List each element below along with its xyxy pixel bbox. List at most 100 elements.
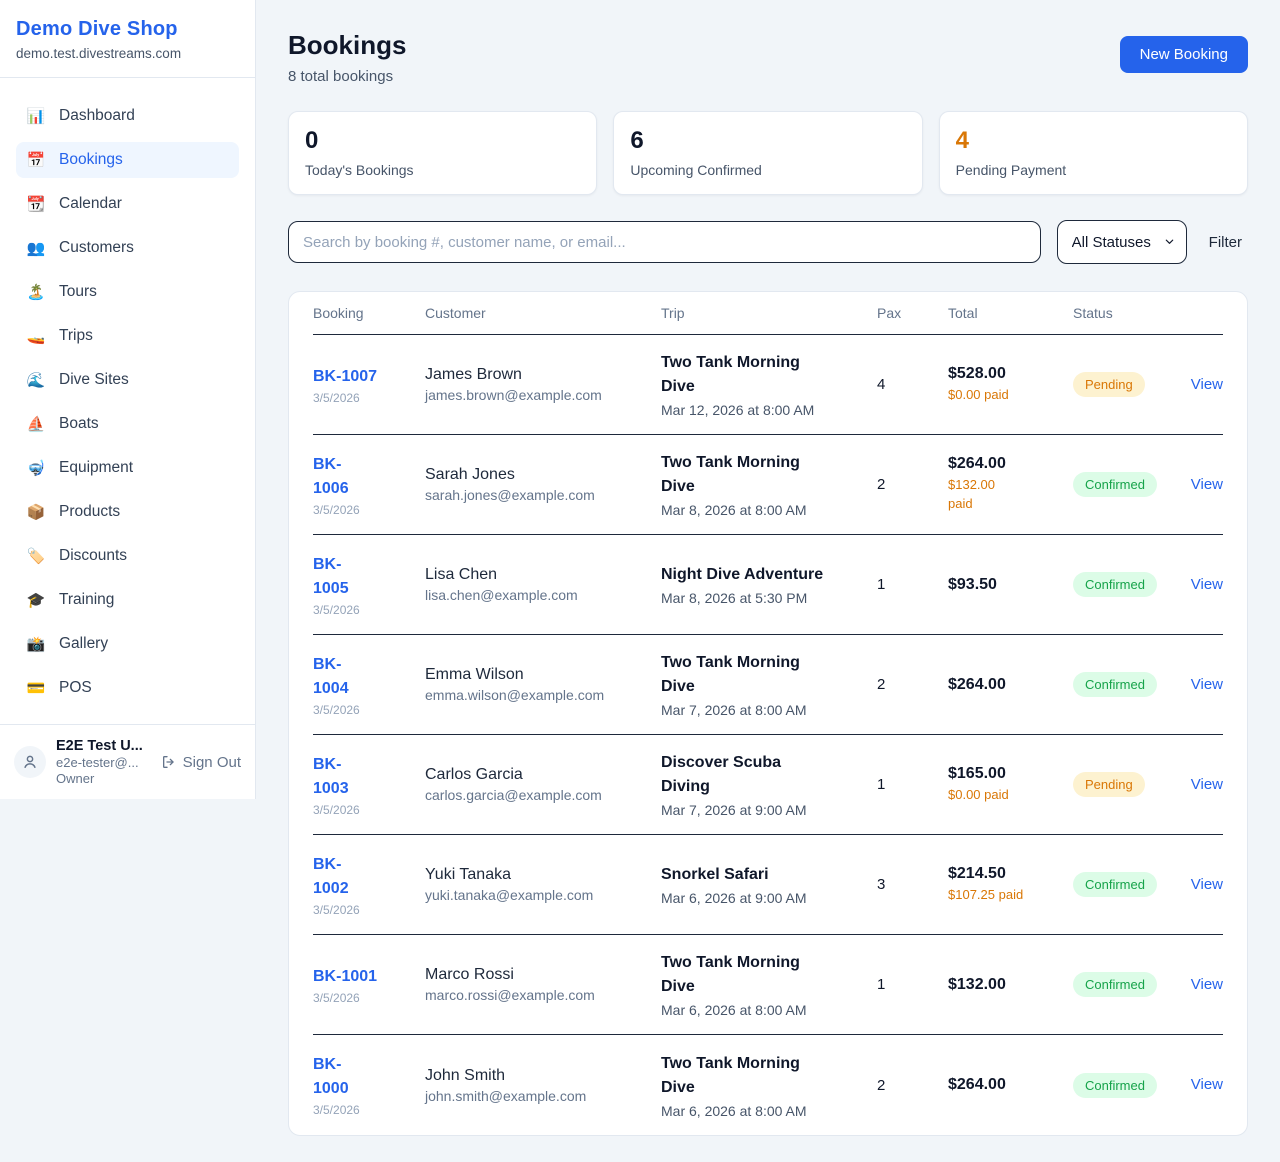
sailboat-icon: ⛵ bbox=[26, 416, 46, 433]
customer-name: James Brown bbox=[425, 366, 522, 383]
paid-amount: $0.00 paid bbox=[948, 386, 1009, 402]
status-badge: Confirmed bbox=[1073, 672, 1157, 697]
new-booking-button[interactable]: New Booking bbox=[1119, 36, 1248, 73]
sidebar-item-training[interactable]: 🎓 Training bbox=[16, 582, 239, 618]
status-badge: Pending bbox=[1073, 372, 1145, 397]
status-badge: Confirmed bbox=[1073, 872, 1157, 897]
customer-name: Emma Wilson bbox=[425, 666, 524, 683]
total-cell: $132.00 bbox=[948, 976, 1073, 994]
booking-id-link[interactable]: BK- 1005 bbox=[313, 555, 349, 597]
sidebar-item-pos[interactable]: 💳 POS bbox=[16, 670, 239, 706]
view-link[interactable]: View bbox=[1190, 875, 1223, 893]
booking-date: 3/5/2026 bbox=[313, 902, 360, 917]
speedboat-icon: 🚤 bbox=[26, 328, 46, 345]
customer-email: james.brown@example.com bbox=[425, 387, 602, 403]
total-amount: $93.50 bbox=[948, 575, 997, 593]
booking-row: BK- 1006 3/5/2026 Sarah Jones sarah.jone… bbox=[313, 435, 1223, 535]
user-name: E2E Test U... bbox=[56, 738, 143, 754]
booking-date: 3/5/2026 bbox=[313, 602, 360, 617]
view-link[interactable]: View bbox=[1190, 575, 1223, 593]
sidebar-item-discounts[interactable]: 🏷️ Discounts bbox=[16, 538, 239, 574]
booking-cell: BK-1001 3/5/2026 bbox=[313, 965, 425, 1005]
sidebar-item-label: POS bbox=[59, 679, 92, 696]
booking-cell: BK- 1005 3/5/2026 bbox=[313, 553, 425, 617]
customer-cell: Carlos Garcia carlos.garcia@example.com bbox=[425, 766, 661, 803]
status-select-wrap: All Statuses bbox=[1056, 220, 1187, 264]
customer-name: Sarah Jones bbox=[425, 466, 515, 483]
sign-out-button[interactable]: Sign Out bbox=[161, 754, 241, 771]
page-subtitle: 8 total bookings bbox=[288, 68, 394, 85]
sidebar-item-equipment[interactable]: 🤿 Equipment bbox=[16, 450, 239, 486]
booking-row: BK- 1002 3/5/2026 Yuki Tanaka yuki.tanak… bbox=[313, 835, 1223, 935]
sidebar-item-gallery[interactable]: 📸 Gallery bbox=[16, 626, 239, 662]
shop-name: Demo Dive Shop bbox=[16, 18, 178, 40]
view-link[interactable]: View bbox=[1190, 675, 1223, 693]
booking-id-link[interactable]: BK- 1003 bbox=[313, 755, 349, 797]
booking-row: BK-1001 3/5/2026 Marco Rossi marco.rossi… bbox=[313, 935, 1223, 1035]
people-icon: 👥 bbox=[26, 240, 46, 257]
booking-id-link[interactable]: BK- 1002 bbox=[313, 855, 349, 897]
graduation-cap-icon: 🎓 bbox=[26, 592, 46, 609]
trip-cell: Snorkel Safari Mar 6, 2026 at 9:00 AM bbox=[661, 863, 877, 906]
col-header-customer: Customer bbox=[425, 305, 486, 321]
stat-label: Pending Payment bbox=[955, 162, 1067, 178]
page-header: Bookings 8 total bookings New Booking bbox=[288, 30, 1248, 85]
sidebar-item-boats[interactable]: ⛵ Boats bbox=[16, 406, 239, 442]
sidebar-item-label: Customers bbox=[59, 239, 134, 256]
paid-amount: $107.25 paid bbox=[948, 886, 1024, 902]
sidebar-nav: 📊 Dashboard 📅 Bookings 📆 Calendar 👥 Cust… bbox=[0, 78, 255, 724]
trip-datetime: Mar 7, 2026 at 9:00 AM bbox=[661, 802, 807, 818]
sidebar-item-trips[interactable]: 🚤 Trips bbox=[16, 318, 239, 354]
status-badge: Confirmed bbox=[1073, 472, 1157, 497]
trip-datetime: Mar 8, 2026 at 5:30 PM bbox=[661, 590, 808, 606]
view-link[interactable]: View bbox=[1190, 775, 1223, 793]
sidebar-item-label: Dive Sites bbox=[59, 371, 129, 388]
booking-row: BK- 1005 3/5/2026 Lisa Chen lisa.chen@ex… bbox=[313, 535, 1223, 635]
trip-name: Night Dive Adventure bbox=[661, 566, 824, 583]
view-link[interactable]: View bbox=[1190, 975, 1223, 993]
status-badge: Confirmed bbox=[1073, 972, 1157, 997]
trip-cell: Two Tank Morning Dive Mar 6, 2026 at 8:0… bbox=[661, 1052, 877, 1119]
view-link[interactable]: View bbox=[1190, 475, 1223, 493]
total-amount: $132.00 bbox=[948, 975, 1006, 993]
stat-card-pending-payment: 4 Pending Payment bbox=[938, 111, 1248, 195]
status-badge: Confirmed bbox=[1073, 572, 1157, 597]
total-amount: $214.50 bbox=[948, 864, 1006, 882]
booking-id-link[interactable]: BK-1007 bbox=[313, 367, 378, 385]
col-header-booking: Booking bbox=[313, 305, 364, 321]
view-link[interactable]: View bbox=[1190, 375, 1223, 393]
view-link[interactable]: View bbox=[1190, 1076, 1223, 1093]
search-input[interactable] bbox=[288, 221, 1041, 263]
trip-datetime: Mar 6, 2026 at 8:00 AM bbox=[661, 1002, 807, 1018]
sidebar-item-label: Bookings bbox=[59, 151, 123, 168]
sidebar-item-label: Calendar bbox=[59, 195, 122, 212]
sidebar-item-products[interactable]: 📦 Products bbox=[16, 494, 239, 530]
booking-id-link[interactable]: BK- 1004 bbox=[313, 655, 349, 697]
booking-cell: BK- 1006 3/5/2026 bbox=[313, 453, 425, 517]
booking-id-link[interactable]: BK- 1000 bbox=[313, 1056, 349, 1097]
logout-icon bbox=[162, 756, 174, 768]
booking-cell: BK- 1004 3/5/2026 bbox=[313, 653, 425, 717]
status-cell: Confirmed bbox=[1073, 1072, 1187, 1098]
sidebar-item-label: Boats bbox=[59, 415, 99, 432]
sidebar-item-tours[interactable]: 🏝️ Tours bbox=[16, 274, 239, 310]
booking-date: 3/5/2026 bbox=[313, 390, 360, 405]
sidebar-item-dashboard[interactable]: 📊 Dashboard bbox=[16, 98, 239, 134]
booking-id-link[interactable]: BK-1001 bbox=[313, 967, 378, 985]
sidebar-item-calendar[interactable]: 📆 Calendar bbox=[16, 186, 239, 222]
filter-button[interactable]: Filter bbox=[1203, 226, 1248, 259]
total-cell: $165.00 $0.00 paid bbox=[948, 765, 1073, 805]
sidebar-item-customers[interactable]: 👥 Customers bbox=[16, 230, 239, 266]
sidebar-item-dive-sites[interactable]: 🌊 Dive Sites bbox=[16, 362, 239, 398]
status-select[interactable]: All Statuses bbox=[1056, 220, 1187, 264]
trip-cell: Two Tank Morning Dive Mar 12, 2026 at 8:… bbox=[661, 351, 877, 418]
booking-id-link[interactable]: BK- 1006 bbox=[313, 455, 349, 497]
actions-cell: View bbox=[1187, 776, 1223, 794]
pax-value: 4 bbox=[877, 376, 886, 393]
sidebar-item-label: Trips bbox=[59, 327, 93, 344]
status-cell: Pending bbox=[1073, 772, 1187, 797]
camera-icon: 📸 bbox=[26, 636, 46, 653]
trip-datetime: Mar 7, 2026 at 8:00 AM bbox=[661, 702, 807, 718]
sidebar-item-bookings[interactable]: 📅 Bookings bbox=[16, 142, 239, 178]
trip-cell: Two Tank Morning Dive Mar 7, 2026 at 8:0… bbox=[661, 651, 877, 718]
